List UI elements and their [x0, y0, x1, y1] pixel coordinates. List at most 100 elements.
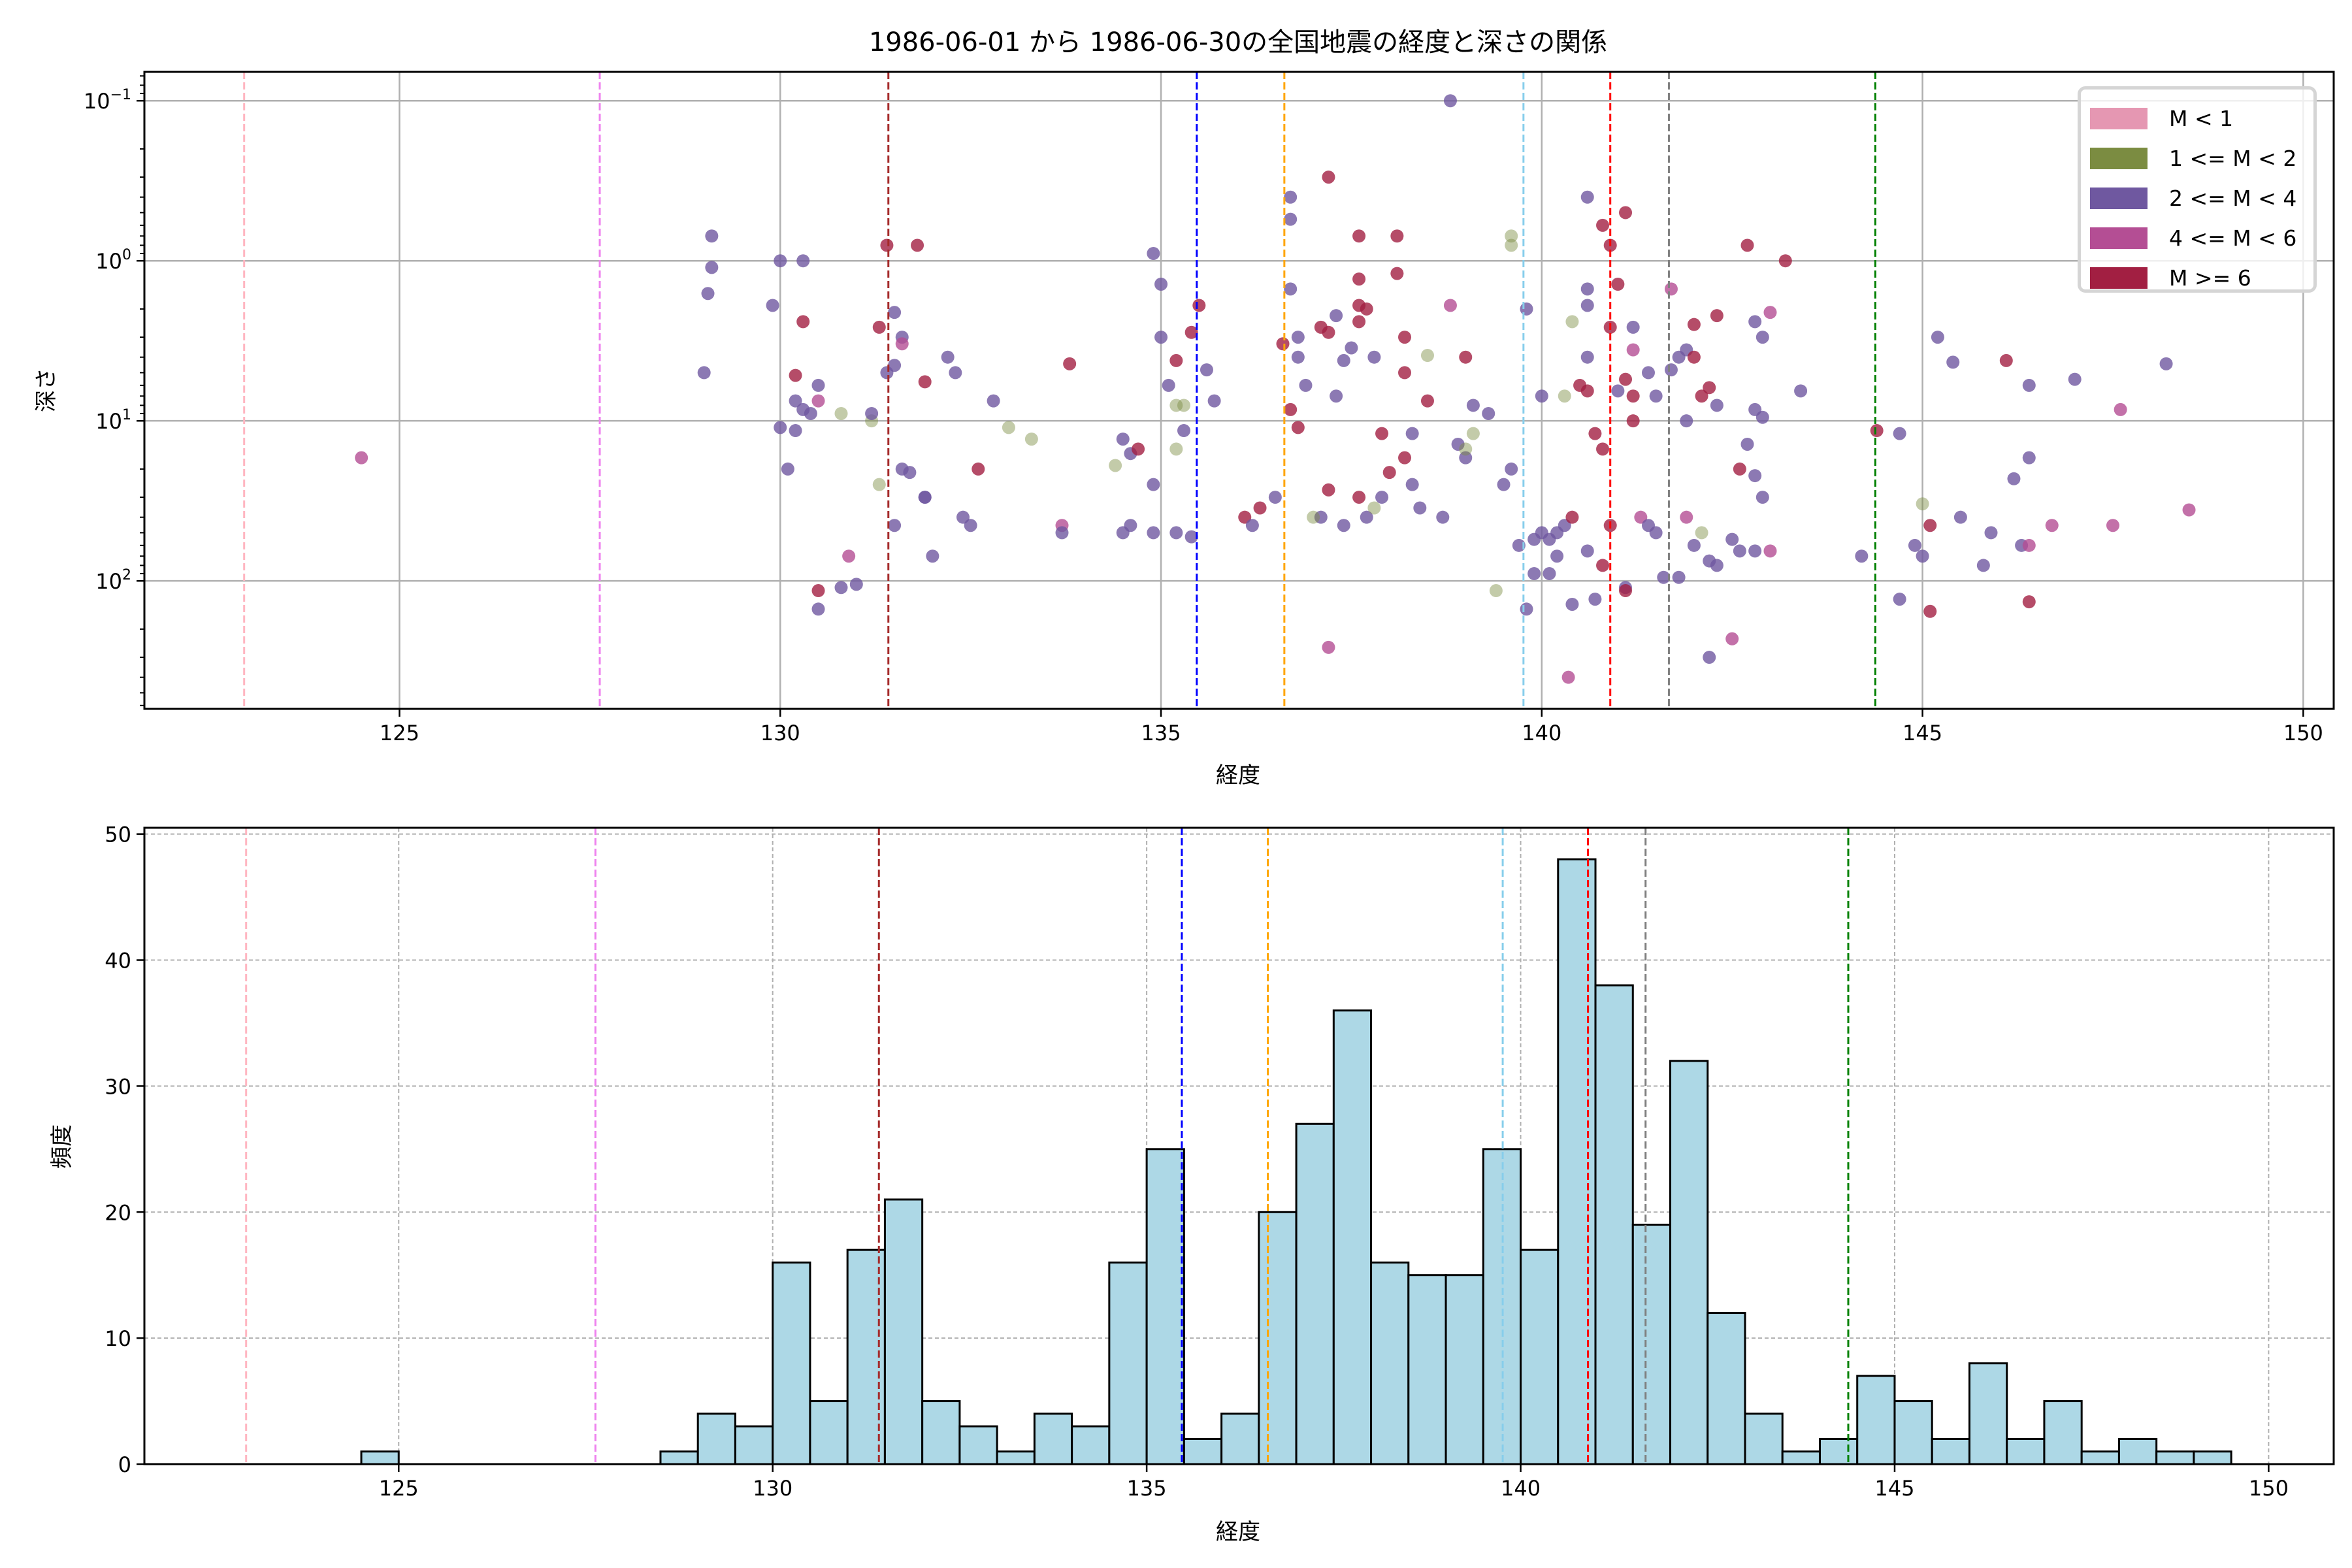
- legend-label: 2 <= M < 4: [2169, 186, 2297, 211]
- legend-swatch: [2090, 227, 2148, 249]
- scatter-point: [1619, 372, 1633, 386]
- scatter-point: [1169, 526, 1183, 540]
- scatter-point: [911, 238, 924, 252]
- scatter-point: [1680, 414, 1693, 428]
- scatter-point: [964, 519, 977, 532]
- scatter-point: [1284, 282, 1298, 296]
- scatter-point: [1367, 501, 1381, 515]
- scatter-point: [1276, 337, 1290, 351]
- scatter-point: [1763, 544, 1777, 558]
- histogram-bar: [1968, 1362, 2008, 1465]
- scatter-point: [926, 549, 939, 563]
- scatter-point: [1284, 212, 1298, 226]
- y-tick-label: 102: [95, 567, 131, 594]
- scatter-point: [1520, 302, 1533, 316]
- scatter-point: [1268, 491, 1282, 504]
- scatter-point: [1314, 510, 1328, 524]
- legend-item-m-lt-1: M < 1: [2090, 99, 2313, 139]
- y-tick-label: 10: [105, 1326, 131, 1351]
- scatter-point: [1588, 427, 1602, 440]
- scatter-point: [774, 254, 787, 268]
- histogram-bar: [1145, 1148, 1185, 1465]
- y-tick-label: 50: [105, 823, 131, 847]
- histogram-bar: [659, 1450, 699, 1465]
- scatter-point: [1550, 549, 1564, 563]
- histogram-bar: [2043, 1400, 2083, 1465]
- histogram-bar: [1108, 1261, 1148, 1465]
- scatter-point: [1307, 510, 1320, 524]
- scatter-point: [697, 366, 711, 380]
- scatter-point: [1619, 206, 1633, 220]
- scatter-point: [1748, 544, 1762, 558]
- scatter-point: [1923, 519, 1937, 532]
- scatter-point: [1116, 433, 1130, 446]
- scatter-point: [1497, 478, 1511, 491]
- scatter-point: [1733, 544, 1746, 558]
- scatter-xlabel: 経度: [1216, 762, 1260, 789]
- axes-frame: [143, 71, 2335, 710]
- scatter-point: [1055, 526, 1069, 540]
- histogram-bar: [360, 1450, 400, 1465]
- histogram-bar: [1183, 1437, 1223, 1465]
- scatter-point: [1626, 389, 1640, 403]
- scatter-point: [1322, 640, 1335, 654]
- scatter-point: [1443, 94, 1457, 108]
- scatter-point: [1352, 272, 1366, 286]
- scatter-point: [766, 299, 779, 312]
- histogram-bar: [1295, 1122, 1335, 1465]
- scatter-point: [903, 466, 917, 480]
- scatter-point: [949, 366, 962, 380]
- axes-frame: [143, 826, 2335, 1465]
- x-tick-label: 125: [379, 1476, 419, 1501]
- histogram-bar: [1033, 1413, 1073, 1465]
- scatter-point: [972, 462, 985, 476]
- scatter-point: [1580, 299, 1594, 312]
- scatter-point: [1763, 306, 1777, 319]
- scatter-point: [1657, 570, 1671, 584]
- scatter-point: [1360, 302, 1373, 316]
- scatter-point: [1489, 584, 1503, 598]
- scatter-point: [1184, 530, 1198, 544]
- scatter-point: [1641, 519, 1655, 532]
- scatter-point: [987, 394, 1000, 408]
- scatter-point: [1870, 424, 1884, 438]
- scatter-point: [888, 519, 902, 532]
- histogram-bar: [1071, 1425, 1111, 1465]
- scatter-point: [705, 229, 719, 243]
- scatter-point: [1132, 442, 1145, 456]
- scatter-point: [1953, 510, 1967, 524]
- scatter-point: [1703, 651, 1716, 664]
- scatter-point: [2114, 402, 2127, 416]
- scatter-point: [1238, 510, 1252, 524]
- scatter-point: [1687, 350, 1701, 364]
- scatter-point: [1565, 315, 1579, 329]
- scatter-point: [2106, 519, 2119, 532]
- scatter-point: [811, 584, 825, 598]
- scatter-point: [1451, 437, 1465, 451]
- scatter-point: [1512, 538, 1526, 552]
- histogram-bar: [1258, 1211, 1298, 1465]
- scatter-point: [1405, 427, 1419, 440]
- scatter-point: [888, 306, 902, 319]
- scatter-point: [1703, 381, 1716, 395]
- scatter-point: [1367, 350, 1381, 364]
- x-tick-label: 135: [1127, 1476, 1167, 1501]
- scatter-point: [1063, 357, 1077, 370]
- scatter-point: [1946, 355, 1960, 369]
- scatter-point: [1580, 190, 1594, 204]
- scatter-point: [2182, 503, 2196, 517]
- histogram-bar: [1781, 1450, 1821, 1465]
- scatter-point: [2045, 519, 2059, 532]
- legend-item-m-4-6: 4 <= M < 6: [2090, 218, 2313, 258]
- scatter-point: [796, 254, 810, 268]
- histogram-bar: [1818, 1437, 1859, 1465]
- histogram-bar: [958, 1425, 998, 1465]
- chart-title: 1986-06-01 から 1986-06-30の全国地震の経度と深さの関係: [869, 27, 1607, 57]
- scatter-point: [834, 581, 848, 595]
- scatter-point: [1740, 437, 1754, 451]
- scatter-point: [872, 320, 886, 334]
- scatter-point: [1756, 331, 1769, 344]
- scatter-point: [1626, 343, 1640, 357]
- scatter-point: [880, 238, 894, 252]
- scatter-point: [1169, 399, 1183, 412]
